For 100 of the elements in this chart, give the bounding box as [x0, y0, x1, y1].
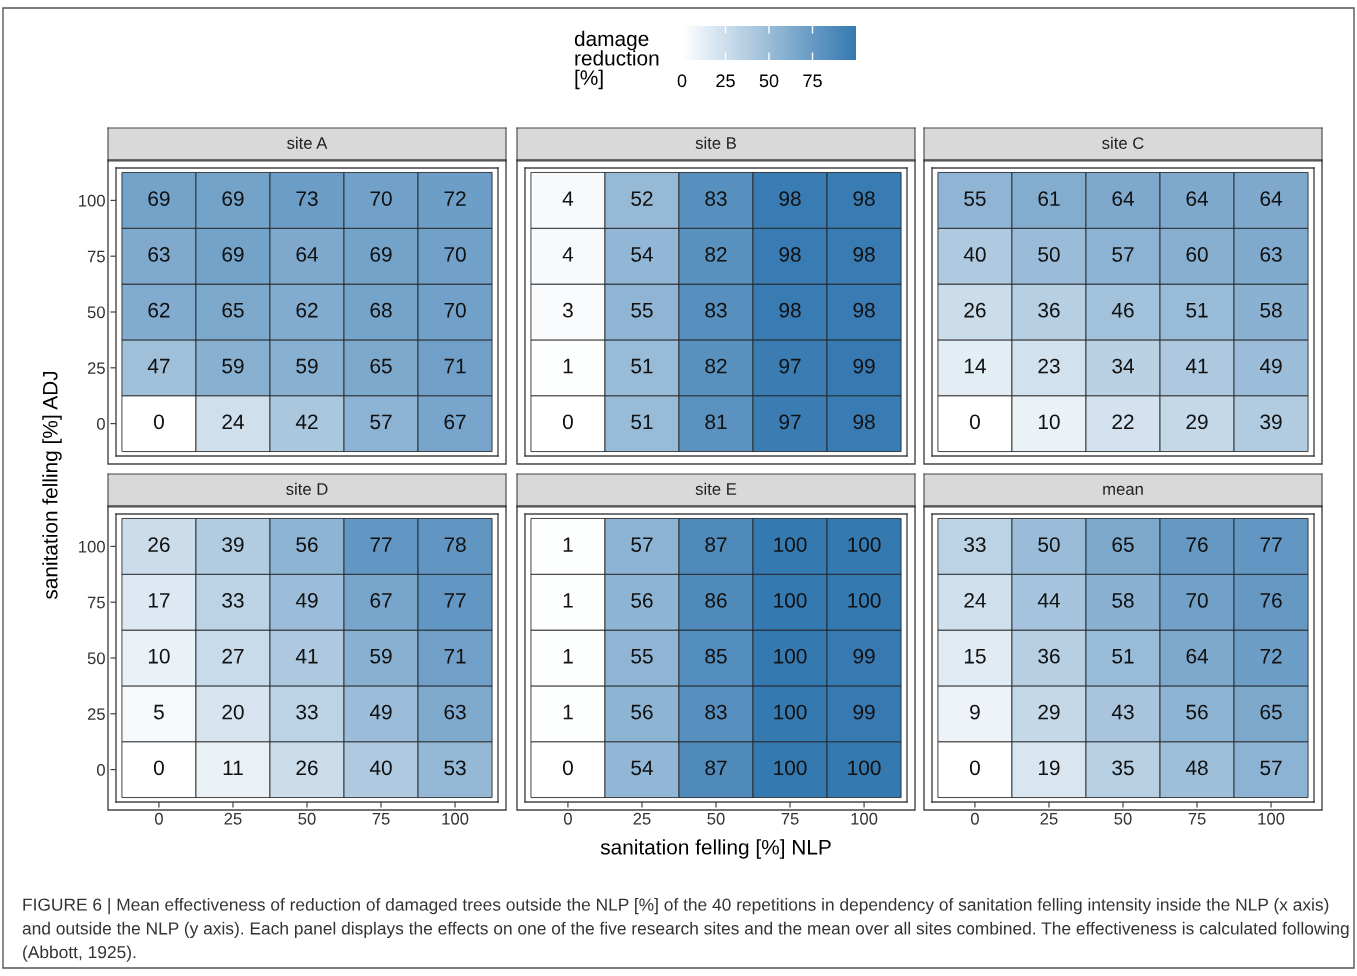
data-label: 78 [444, 537, 466, 552]
data-label: 57 [370, 414, 392, 430]
data-label: 67 [370, 593, 392, 608]
data-label: 4 [562, 247, 574, 262]
data-label: 51 [1186, 303, 1208, 318]
x-tick-label: 100 [442, 812, 469, 825]
data-label: 65 [370, 358, 392, 374]
data-label: 58 [1260, 302, 1282, 318]
data-label: 69 [148, 191, 170, 206]
data-label: 87 [705, 760, 727, 776]
data-label: 36 [1038, 648, 1060, 664]
data-label: 55 [631, 649, 653, 664]
data-label: 83 [705, 191, 727, 206]
data-label: 41 [295, 649, 318, 664]
data-label: 63 [1260, 247, 1282, 262]
data-label: 100 [774, 537, 807, 552]
data-label: 98 [779, 247, 801, 262]
data-label: 57 [1260, 760, 1282, 776]
data-label: 100 [848, 537, 881, 552]
data-label: 0 [153, 760, 164, 776]
data-label: 98 [853, 191, 875, 206]
chart-title: site E [695, 482, 737, 495]
data-label: 98 [779, 191, 801, 206]
data-label: 70 [1186, 593, 1208, 608]
color-bar-label: 50 [759, 74, 779, 88]
data-label: 56 [296, 537, 318, 552]
data-label: 72 [1260, 648, 1282, 664]
data-label: 55 [631, 303, 653, 318]
color-bar-title: damage reduction [%] [574, 30, 659, 90]
data-label: 77 [444, 593, 466, 608]
chart-title: site B [695, 136, 736, 149]
x-tick-label: 75 [781, 813, 799, 825]
data-label: 65 [1112, 537, 1134, 552]
data-label: 24 [222, 414, 244, 430]
data-label: 49 [369, 704, 392, 720]
x-tick-label: 75 [1188, 813, 1206, 825]
y-axis-title: sanitation felling [%] ADJ [42, 371, 62, 600]
data-label: 11 [223, 760, 243, 776]
data-label: 100 [848, 593, 881, 608]
data-label: 60 [1186, 247, 1208, 262]
data-label: 51 [631, 358, 653, 374]
data-label: 46 [1111, 302, 1134, 318]
data-label: 41 [1185, 358, 1208, 374]
data-label: 100 [774, 593, 807, 608]
data-label: 51 [631, 414, 653, 430]
data-label: 98 [779, 302, 801, 318]
data-label: 26 [148, 537, 170, 552]
data-label: 98 [853, 302, 875, 318]
data-label: 64 [1260, 191, 1283, 206]
data-label: 76 [1186, 537, 1208, 552]
data-label: 48 [1185, 760, 1208, 776]
data-label: 100 [774, 704, 807, 720]
data-label: 99 [853, 358, 875, 374]
data-label: 68 [370, 302, 392, 318]
data-label: 97 [779, 358, 801, 374]
data-label: 58 [1112, 593, 1134, 608]
data-label: 64 [1112, 191, 1134, 206]
data-label: 29 [1186, 414, 1208, 430]
data-label: 33 [964, 537, 986, 552]
y-tick-label: 100 [79, 194, 105, 207]
data-label: 50 [1038, 247, 1060, 262]
data-label: 97 [779, 414, 801, 430]
x-tick-label: 25 [224, 812, 242, 825]
data-label: 49 [1259, 358, 1282, 374]
data-label: 40 [963, 247, 986, 262]
data-label: 57 [631, 537, 653, 552]
data-label: 59 [296, 358, 318, 374]
data-label: 82 [705, 358, 727, 374]
data-label: 43 [1111, 704, 1134, 720]
data-label: 34 [1112, 358, 1134, 374]
data-label: 71 [444, 358, 466, 374]
data-label: 100 [774, 760, 807, 776]
data-label: 0 [562, 414, 573, 430]
data-label: 69 [370, 247, 392, 262]
x-tick-label: 25 [633, 812, 651, 825]
x-tick-label: 50 [707, 812, 725, 825]
data-label: 53 [444, 760, 466, 776]
data-label: 64 [1186, 648, 1209, 664]
data-label: 19 [1038, 760, 1060, 776]
x-tick-label: 50 [1114, 812, 1132, 825]
color-bar-label: 75 [803, 74, 822, 88]
data-label: 36 [1038, 302, 1060, 318]
data-label: 1 [563, 537, 573, 552]
data-label: 0 [562, 760, 573, 776]
data-label: 33 [296, 704, 318, 720]
data-label: 5 [153, 704, 164, 720]
data-label: 39 [1260, 414, 1282, 430]
data-label: 26 [964, 302, 986, 318]
y-tick-label: 25 [87, 708, 105, 721]
data-label: 50 [1038, 537, 1060, 552]
data-label: 4 [562, 191, 574, 206]
data-label: 63 [444, 704, 466, 720]
data-label: 26 [296, 760, 318, 776]
data-label: 22 [1112, 414, 1134, 430]
data-label: 3 [562, 302, 573, 318]
data-label: 87 [705, 537, 727, 552]
data-label: 71 [444, 649, 466, 664]
data-label: 17 [148, 593, 170, 608]
data-label: 14 [964, 358, 986, 374]
data-label: 51 [1112, 649, 1134, 664]
